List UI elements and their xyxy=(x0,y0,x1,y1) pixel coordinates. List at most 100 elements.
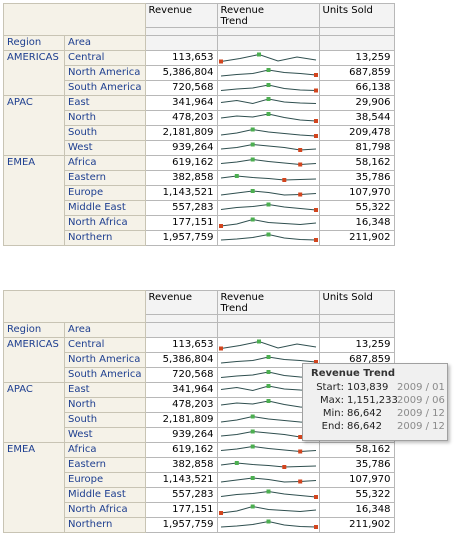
region-cell[interactable]: EMEA xyxy=(3,155,65,246)
revenue-sparkline[interactable] xyxy=(218,518,319,532)
revenue-trend-cell[interactable] xyxy=(216,230,320,246)
units-sold-cell: 55,322 xyxy=(318,487,395,503)
revenue-trend-cell[interactable] xyxy=(216,200,320,216)
area-cell[interactable]: Eastern xyxy=(64,170,146,186)
revenue-sparkline[interactable] xyxy=(218,201,319,215)
revenue-cell: 1,143,521 xyxy=(144,185,218,201)
area-cell[interactable]: West xyxy=(64,140,146,156)
area-cell[interactable]: North Africa xyxy=(64,502,146,518)
dimension-header-region[interactable]: Region xyxy=(3,35,65,51)
revenue-trend-cell[interactable] xyxy=(216,337,320,353)
area-cell[interactable]: South xyxy=(64,125,146,141)
area-cell[interactable]: North xyxy=(64,110,146,126)
revenue-trend-cell[interactable] xyxy=(216,65,320,81)
area-cell[interactable]: South America xyxy=(64,367,146,383)
revenue-sparkline[interactable] xyxy=(218,141,319,155)
area-cell[interactable]: Middle East xyxy=(64,200,146,216)
units-sold-cell: 211,902 xyxy=(318,517,395,533)
revenue-sparkline[interactable] xyxy=(218,231,319,245)
revenue-sparkline[interactable] xyxy=(218,458,319,472)
area-cell[interactable]: South xyxy=(64,412,146,428)
revenue-trend-cell[interactable] xyxy=(216,125,320,141)
sparkline-end-marker xyxy=(313,134,318,138)
revenue-trend-cell[interactable] xyxy=(216,80,320,96)
area-cell[interactable]: East xyxy=(64,95,146,111)
column-header-revenue-trend[interactable]: Revenue Trend xyxy=(216,290,320,315)
column-header-units-sold[interactable]: Units Sold xyxy=(318,3,395,28)
area-cell[interactable]: Africa xyxy=(64,155,146,171)
area-cell[interactable]: North America xyxy=(64,352,146,368)
dimension-header-area[interactable]: Area xyxy=(64,322,146,338)
revenue-sparkline[interactable] xyxy=(218,171,319,185)
revenue-trend-cell[interactable] xyxy=(216,140,320,156)
area-cell[interactable]: Europe xyxy=(64,472,146,488)
revenue-trend-cell[interactable] xyxy=(216,185,320,201)
revenue-sparkline[interactable] xyxy=(218,96,319,110)
area-cell[interactable]: North America xyxy=(64,65,146,81)
revenue-sparkline[interactable] xyxy=(218,428,319,442)
area-cell[interactable]: Central xyxy=(64,50,146,66)
area-cell[interactable]: Northern xyxy=(64,230,146,246)
revenue-sparkline[interactable] xyxy=(218,81,319,95)
sparkline-max-marker xyxy=(250,414,255,419)
revenue-sparkline[interactable] xyxy=(218,66,319,80)
revenue-sparkline[interactable] xyxy=(218,216,319,230)
revenue-trend-cell[interactable] xyxy=(216,110,320,126)
area-cell[interactable]: Eastern xyxy=(64,457,146,473)
revenue-sparkline[interactable] xyxy=(218,156,319,170)
revenue-trend-cell[interactable] xyxy=(216,517,320,533)
area-cell[interactable]: North Africa xyxy=(64,215,146,231)
column-header-revenue[interactable]: Revenue xyxy=(144,3,218,28)
column-header-revenue[interactable]: Revenue xyxy=(144,290,218,315)
revenue-sparkline[interactable] xyxy=(218,186,319,200)
revenue-sparkline[interactable] xyxy=(218,503,319,517)
revenue-trend-cell[interactable] xyxy=(216,442,320,458)
revenue-sparkline[interactable] xyxy=(218,111,319,125)
revenue-sparkline[interactable] xyxy=(218,353,319,367)
area-cell[interactable]: East xyxy=(64,382,146,398)
revenue-sparkline[interactable] xyxy=(218,383,319,397)
header-band xyxy=(318,322,395,338)
area-cell[interactable]: North xyxy=(64,397,146,413)
revenue-trend-cell[interactable] xyxy=(216,95,320,111)
dimension-header-area[interactable]: Area xyxy=(64,35,146,51)
column-header-revenue-trend[interactable]: Revenue Trend xyxy=(216,3,320,28)
revenue-trend-cell[interactable] xyxy=(216,487,320,503)
revenue-trend-cell[interactable] xyxy=(216,502,320,518)
revenue-trend-cell[interactable] xyxy=(216,352,320,368)
region-cell[interactable]: APAC xyxy=(3,95,65,156)
revenue-sparkline[interactable] xyxy=(218,338,319,352)
revenue-sparkline[interactable] xyxy=(218,488,319,502)
area-cell[interactable]: Northern xyxy=(64,517,146,533)
revenue-trend-tooltip: Revenue Trend Start: 103,839 2009 / 01 Max… xyxy=(302,363,448,441)
area-cell[interactable]: South America xyxy=(64,80,146,96)
revenue-trend-cell[interactable] xyxy=(216,155,320,171)
area-cell[interactable]: Africa xyxy=(64,442,146,458)
revenue-sparkline[interactable] xyxy=(218,443,319,457)
region-cell[interactable]: APAC xyxy=(3,382,65,443)
region-cell[interactable]: EMEA xyxy=(3,442,65,533)
revenue-trend-cell[interactable] xyxy=(216,170,320,186)
tooltip-row-max: Max: 1,151,2332009 / 06 xyxy=(319,395,445,406)
dimension-header-region[interactable]: Region xyxy=(3,322,65,338)
column-header-units-sold[interactable]: Units Sold xyxy=(318,290,395,315)
trend-header-line1: Revenue xyxy=(220,5,265,16)
revenue-sparkline[interactable] xyxy=(218,473,319,487)
revenue-trend-cell[interactable] xyxy=(216,50,320,66)
area-cell[interactable]: West xyxy=(64,427,146,443)
revenue-trend-cell[interactable] xyxy=(216,215,320,231)
area-cell[interactable]: Europe xyxy=(64,185,146,201)
region-cell[interactable]: AMERICAS xyxy=(3,50,65,96)
revenue-sparkline[interactable] xyxy=(218,126,319,140)
area-cell[interactable]: Middle East xyxy=(64,487,146,503)
area-cell[interactable]: Central xyxy=(64,337,146,353)
region-cell[interactable]: AMERICAS xyxy=(3,337,65,383)
sparkline-max-marker xyxy=(266,68,270,72)
revenue-trend-cell[interactable] xyxy=(216,472,320,488)
revenue-trend-cell[interactable] xyxy=(216,397,320,413)
revenue-trend-cell[interactable] xyxy=(216,457,320,473)
revenue-cell: 478,203 xyxy=(144,110,218,126)
revenue-sparkline[interactable] xyxy=(218,51,319,65)
pivot-table-top: Revenue Revenue Trend Units Sold Region Area A… xyxy=(3,3,395,246)
